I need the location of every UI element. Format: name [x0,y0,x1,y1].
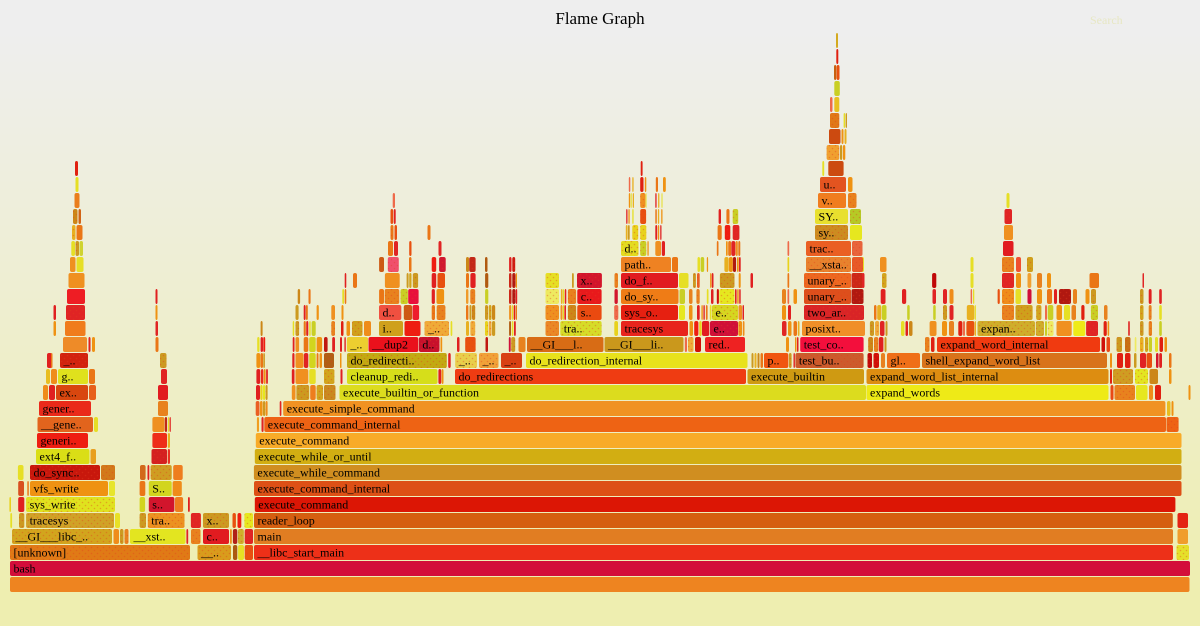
svg-text:__libc_start_main: __libc_start_main [257,546,345,560]
svg-text:tracesys: tracesys [625,322,664,336]
svg-text:Flame Graph: Flame Graph [555,9,645,28]
svg-text:test_bu..: test_bu.. [799,354,840,368]
svg-text:execute_command: execute_command [258,498,348,512]
svg-text:__xst..: __xst.. [133,530,166,544]
svg-text:__GI___l..: __GI___l.. [530,338,583,352]
svg-text:cleanup_redi..: cleanup_redi.. [351,370,419,384]
svg-text:execute_simple_command: execute_simple_command [287,402,415,416]
svg-text:x..: x.. [581,274,593,288]
svg-text:ex..: ex.. [60,386,77,400]
svg-text:do_sy..: do_sy.. [625,290,659,304]
svg-text:Search: Search [1090,13,1123,27]
svg-text:tracesys: tracesys [30,514,69,528]
svg-text:__dup2: __dup2 [371,338,408,352]
svg-text:c..: c.. [581,290,592,304]
svg-text:unary_..: unary_.. [808,274,847,288]
svg-text:e..: e.. [716,306,727,320]
svg-text:gener..: gener.. [43,402,75,416]
svg-text:test_co..: test_co.. [804,338,844,352]
svg-text:__xsta..: __xsta.. [809,258,847,272]
svg-text:__gene..: __gene.. [40,418,82,432]
svg-text:do_redirections: do_redirections [459,370,534,384]
svg-text:expand_words: expand_words [870,386,940,400]
svg-text:red..: red.. [709,338,730,352]
svg-text:i..: i.. [383,322,392,336]
svg-text:_..: _.. [349,338,362,352]
svg-text:do_f..: do_f.. [625,274,653,288]
svg-text:d..: d.. [383,306,395,320]
svg-text:e..: e.. [714,322,725,336]
svg-text:expan..: expan.. [981,322,1016,336]
svg-text:_..: _.. [504,354,517,368]
svg-text:_..: _.. [63,354,76,368]
svg-text:_..: _.. [458,354,471,368]
svg-text:S..: S.. [152,482,165,496]
svg-text:_..: _.. [482,354,495,368]
svg-text:reader_loop: reader_loop [258,514,315,528]
svg-text:execute_while_or_until: execute_while_or_until [258,450,372,464]
svg-text:SY..: SY.. [819,210,839,224]
svg-text:expand_word_list_internal: expand_word_list_internal [870,370,999,384]
svg-text:ext4_f..: ext4_f.. [40,450,77,464]
svg-text:d..: d.. [625,242,637,256]
svg-text:main: main [258,530,282,544]
svg-text:do_redirecti..: do_redirecti.. [351,354,415,368]
svg-text:s..: s.. [581,306,592,320]
svg-text:tra..: tra.. [564,322,583,336]
svg-text:d..: d.. [422,338,434,352]
svg-text:shell_expand_word_list: shell_expand_word_list [926,354,1041,368]
svg-text:execute_builtin: execute_builtin [751,370,825,384]
svg-text:[unknown]: [unknown] [14,546,67,560]
svg-text:do_redirection_internal: do_redirection_internal [530,354,643,368]
svg-text:bash: bash [14,562,36,576]
svg-text:posixt..: posixt.. [806,322,841,336]
svg-text:u..: u.. [824,178,836,192]
svg-text:sy..: sy.. [819,226,835,240]
svg-text:c..: c.. [207,530,218,544]
svg-text:__GI___libc_..: __GI___libc_.. [15,530,89,544]
svg-text:tra..: tra.. [151,514,170,528]
svg-text:generi..: generi.. [41,434,77,448]
svg-text:do_sync..: do_sync.. [34,466,80,480]
svg-text:x..: x.. [207,514,219,528]
svg-text:sys_write: sys_write [30,498,76,512]
svg-text:path..: path.. [625,258,652,272]
svg-text:p..: p.. [768,354,780,368]
svg-text:execute_builtin_or_function: execute_builtin_or_function [343,386,479,400]
svg-text:v..: v.. [822,194,833,208]
svg-text:sys_o..: sys_o.. [625,306,658,320]
svg-text:_..: _.. [427,322,440,336]
svg-text:execute_while_command: execute_while_command [257,466,380,480]
svg-text:expand_word_internal: expand_word_internal [941,338,1050,352]
svg-text:unary_..: unary_.. [808,290,847,304]
svg-text:trac..: trac.. [810,242,834,256]
svg-text:two_ar..: two_ar.. [808,306,847,320]
svg-text:s..: s.. [152,498,163,512]
svg-text:vfs_write: vfs_write [34,482,79,496]
svg-text:g..: g.. [62,370,74,384]
svg-text:gl..: gl.. [891,354,906,368]
svg-text:execute_command_internal: execute_command_internal [268,418,401,432]
svg-text:__..: __.. [200,546,219,560]
svg-text:execute_command_internal: execute_command_internal [258,482,391,496]
svg-text:__GI___li..: __GI___li.. [607,338,663,352]
svg-text:execute_command: execute_command [259,434,349,448]
